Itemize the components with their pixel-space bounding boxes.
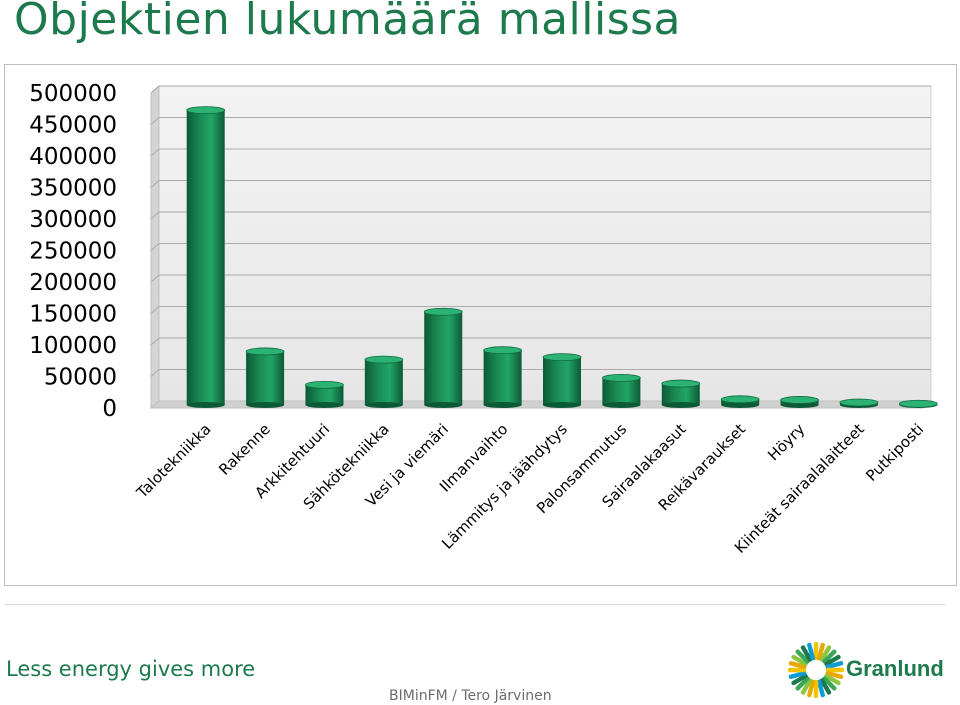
x-tick-label: Talotekniikka (132, 420, 214, 502)
bar (720, 395, 760, 408)
bar (898, 399, 938, 408)
author-credit: BIMinFM / Tero Järvinen (389, 688, 552, 704)
bar-body (602, 377, 641, 405)
y-tick-label: 300000 (29, 207, 117, 233)
bar-cap (305, 380, 344, 389)
bar-base (721, 402, 760, 408)
bar-body (543, 357, 581, 405)
gridline-side (150, 306, 160, 314)
bar-base (186, 402, 225, 408)
gridline-side (150, 274, 160, 283)
bar-cap (720, 395, 760, 404)
y-tick-label: 150000 (29, 302, 117, 328)
x-tick-label: Rakenne (215, 420, 274, 479)
y-tick-label: 450000 (29, 113, 117, 139)
y-tick-label: 400000 (29, 144, 117, 170)
bar-body (364, 359, 403, 405)
bar-base (780, 402, 819, 408)
logo-text: Granlund (846, 656, 944, 681)
bar-cap (661, 379, 701, 388)
y-tick-label: 200000 (29, 270, 117, 296)
y-tick-label: 350000 (29, 176, 117, 202)
gridline-side (150, 85, 160, 94)
bar-body (661, 383, 700, 405)
bar-cap (245, 347, 285, 356)
bar-chart: 0 50000 100000 150000 200000 250000 300000 3500… (29, 81, 938, 557)
bar-cap (898, 399, 938, 408)
bar (423, 307, 463, 408)
bar (364, 355, 404, 408)
bar-base (543, 402, 581, 408)
bar-base (364, 402, 403, 408)
y-tick-label: 250000 (29, 239, 117, 265)
tagline: Less energy gives more (6, 657, 256, 681)
bar (305, 380, 344, 408)
bar-cap (364, 355, 404, 364)
bar (661, 379, 701, 408)
bar-body (483, 350, 522, 405)
bar-body (424, 311, 463, 405)
bar-cap (483, 346, 523, 355)
bar-cap (839, 398, 879, 407)
bar-base (661, 402, 700, 408)
bar-base (305, 402, 344, 408)
bar (542, 353, 582, 408)
chart-frame: 0 50000 100000 150000 200000 250000 300000 3500… (4, 64, 957, 586)
gridline-side (150, 180, 160, 188)
bar-cap (601, 374, 641, 382)
bar-base (483, 402, 522, 408)
y-tick-label: 0 (102, 396, 117, 422)
bar (601, 374, 641, 408)
bar (245, 347, 285, 408)
footer-divider (4, 604, 946, 605)
bar-body (305, 384, 344, 405)
y-tick-label: 50000 (44, 365, 117, 391)
page-title: Objektien lukumäärä mallissa (14, 0, 682, 45)
gridline-side (150, 369, 160, 377)
granlund-logo: Granlund (786, 640, 946, 700)
bar-base (602, 402, 641, 408)
gridline-side (150, 117, 160, 125)
bar-cap (423, 307, 463, 316)
bar (780, 396, 819, 408)
bar-cap (542, 353, 582, 362)
gridline-side (150, 148, 160, 157)
bar-body (186, 110, 225, 405)
y-tick-label: 100000 (29, 333, 117, 359)
granlund-sun-logo-icon (788, 642, 844, 698)
bar-body (246, 351, 285, 405)
bar (483, 346, 523, 408)
x-tick-label: Putkiposti (862, 420, 927, 485)
bar-base (246, 402, 285, 408)
gridline-side (150, 243, 160, 251)
bar (839, 398, 879, 408)
bar (186, 106, 226, 408)
x-tick-label: Höyry (764, 420, 808, 464)
gridline-side (150, 337, 160, 346)
bar-base (424, 402, 463, 408)
bar-cap (186, 106, 226, 115)
bar-cap (780, 396, 819, 404)
gridline-side (150, 211, 160, 220)
y-tick-label: 500000 (29, 81, 117, 107)
